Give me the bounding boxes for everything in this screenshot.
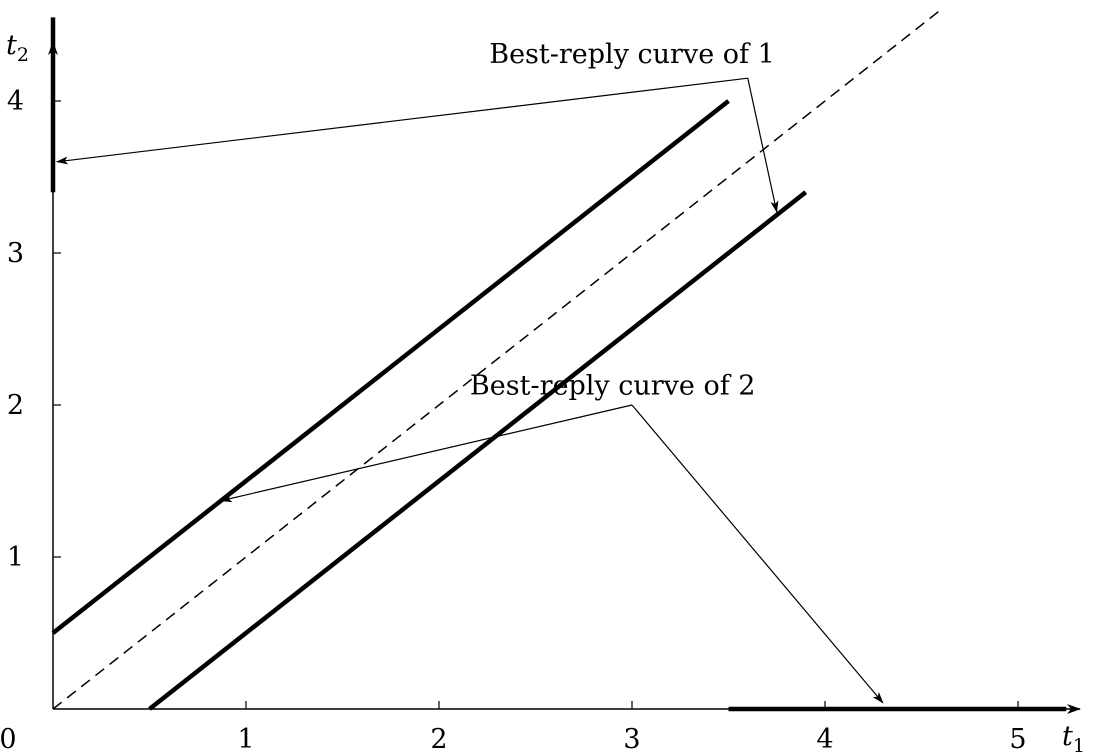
x-tick-label: 5 xyxy=(1009,724,1026,753)
annotation-arrow-2-1 xyxy=(219,404,633,503)
x-tick-label: 4 xyxy=(816,724,833,753)
y-tick-label: 3 xyxy=(7,238,24,269)
annotations: Best-reply curve of 1 Best-reply curve of… xyxy=(55,39,884,704)
series-line-3 xyxy=(52,9,942,710)
x-tick-label: 2 xyxy=(430,724,447,753)
x-axis-label: t1 xyxy=(1062,721,1085,753)
series-line-2 xyxy=(148,190,808,711)
y-axis-label: t2 xyxy=(6,30,29,66)
annotation-arrow-2-2 xyxy=(631,404,884,704)
annotation-label-1: Best-reply curve of 1 xyxy=(489,39,775,70)
x-tick-label: 1 xyxy=(237,724,254,753)
series-group xyxy=(50,9,1067,712)
annotation-label-2: Best-reply curve of 2 xyxy=(470,370,756,401)
y-tick-label: 4 xyxy=(7,86,24,117)
y-tick-label: 1 xyxy=(7,542,24,573)
x-tick-label: 3 xyxy=(623,724,640,753)
series-line-1 xyxy=(51,99,730,635)
annotation-arrow-1-1 xyxy=(55,77,748,165)
labels: 1 2 3 4 5 1 2 3 4 0 t1 t2 xyxy=(0,30,1085,753)
annotation-arrow-1-2 xyxy=(747,78,779,213)
origin-label: 0 xyxy=(0,724,17,753)
y-tick-label: 2 xyxy=(7,390,24,421)
